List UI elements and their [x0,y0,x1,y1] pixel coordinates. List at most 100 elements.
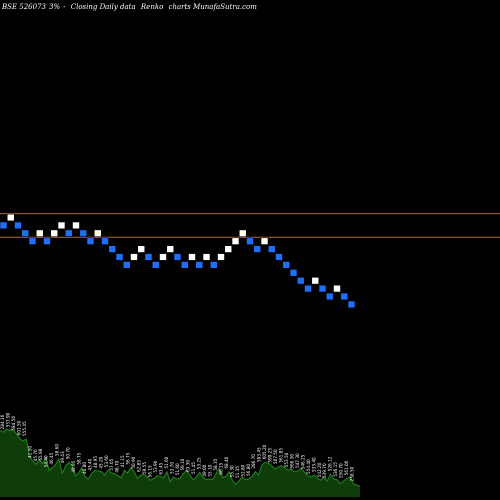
volume-label: 49.00 [202,464,207,476]
volume-label: 53.60 [104,455,109,467]
renko-brick [14,221,22,230]
volume-label: 41.50 [27,446,32,458]
volume-area [0,428,361,497]
volume-label: 59.10 [180,458,185,470]
renko-brick [137,245,146,253]
volume-label: 58.75 [76,452,81,464]
volume-label: 554.40 [306,459,311,474]
volume-label: 56.75 [126,452,131,464]
volume-label: 561.00 [344,460,349,475]
volume-label: 539.70 [322,463,327,478]
volume-label: 62.85 [137,460,142,472]
renko-brick [93,229,102,237]
volume-area-fill [0,429,360,497]
volume-label: 584.56 [11,416,16,431]
volume-label: 583.45 [257,447,262,462]
volume-label: 50.70 [66,447,71,459]
renko-brick [35,229,44,237]
renko-brick [224,245,233,253]
renko-brick [275,253,283,261]
renko-brick [50,229,59,237]
volume-label: 57.05 [109,458,114,470]
renko-brick [57,221,66,230]
volume-label: 599.25 [268,448,273,463]
renko-brick [347,300,356,309]
volume-label: 53.25 [197,457,202,469]
renko-brick [101,237,109,245]
volume-labels: 284.16 557.90 584.56 601.50 555.45 41.50 45.70… [0,412,355,481]
renko-brick [318,284,327,293]
volume-label: 286.70 [251,454,256,469]
volume-label: 51.60 [164,456,169,468]
chart-kind-label: Renko [140,3,164,11]
volume-label: 46.45 [49,452,54,464]
brick-size-label: 3% [49,3,61,11]
renko-brick [130,253,138,261]
renko-brick [28,237,37,245]
volume-label: 58.35 [213,458,218,470]
renko-brick [43,237,51,245]
ticker-label: BSE 526073 [2,3,46,11]
volume-label: 52.80 [240,464,245,476]
renko-brick [108,245,117,253]
volume-label: 51.60 [175,463,180,475]
renko-brick [195,261,204,269]
renko-brick [64,229,73,237]
volume-label: 55.30 [229,465,234,477]
volume-label: 536.15 [333,462,338,477]
renko-brick [340,292,349,301]
volume-label: 66.15 [218,462,223,474]
volume-area-outline [0,428,361,487]
volume-label: 557.90 [5,412,10,427]
renko-brick [209,261,218,269]
renko-brick [253,245,262,253]
volume-label: 40.80 [82,462,87,474]
renko-brick [304,284,312,293]
volume-label: 553.50 [284,452,289,467]
renko-brick [282,261,291,269]
renko-brick [202,253,211,261]
renko-brick [311,276,320,285]
renko-brick [159,253,167,261]
renko-brick [21,229,30,237]
volume-label: 533.40 [311,457,316,472]
volume-label: 63.30 [186,460,191,472]
volume-label: 56.15 [147,465,152,477]
volume-label: 45.70 [33,449,38,461]
volume-label: 56.80 [246,464,251,476]
renko-brick [217,253,225,261]
volume-label: 48.70 [115,460,120,472]
volume-label: 53.70 [169,462,174,474]
volume-label: 258.50 [350,466,355,481]
volume-label: 526.12 [328,456,333,471]
renko-brick [173,253,182,261]
volume-label: 54.40 [44,455,49,467]
renko-brick [166,245,175,253]
renko-brick [180,261,189,269]
volume-label: 555.45 [22,421,27,436]
renko-brick [333,284,341,293]
volume-label: 507.50 [273,449,278,464]
volume-label: 50.90 [131,456,136,468]
renko-brick [325,292,334,301]
renko-brick [267,245,276,253]
renko-brick [238,229,247,237]
volume-label: 45.20 [98,456,103,468]
renko-brick [188,253,196,261]
renko-brick [246,237,254,245]
renko-brick [86,237,95,245]
volume-label: 561.85 [279,448,284,463]
renko-brick [296,276,305,285]
volume-label: 566.30 [289,454,294,469]
volume-label: 68.40 [224,456,229,468]
volume-label: 284.16 [0,414,5,429]
volume-label: 65.98 [38,448,43,460]
renko-brick [151,261,160,269]
volume-label: 58.60 [55,444,60,456]
volume-label: 51.45 [191,462,196,474]
renko-brick [144,253,153,261]
renko-bricks [0,213,356,309]
volume-label: 55.10 [208,464,213,476]
volume-label: 601.50 [16,420,21,435]
